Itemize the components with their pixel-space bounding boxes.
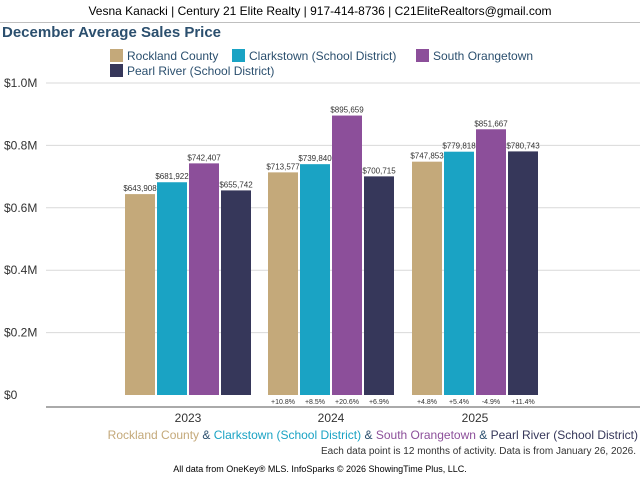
bar-value-label: $851,667 — [474, 119, 508, 128]
footer-separator: & — [202, 428, 211, 442]
bar — [332, 115, 362, 396]
change-label: +5.4% — [449, 399, 469, 406]
bar — [412, 161, 442, 395]
footer-series-0: Rockland County — [107, 428, 200, 442]
footer-series-1: Clarkstown (School District) — [213, 428, 362, 442]
legend-swatch — [110, 49, 123, 62]
bar — [476, 129, 506, 395]
bar — [364, 176, 394, 395]
footer-separator: & — [364, 428, 373, 442]
y-tick-label: $0.8M — [4, 138, 37, 152]
change-label: +10.8% — [271, 399, 295, 406]
bar — [157, 182, 187, 395]
bar-value-label: $747,853 — [410, 152, 444, 161]
data-credit: All data from OneKey® MLS. InfoSparks © … — [173, 464, 467, 474]
x-tick-label: 2025 — [462, 411, 489, 425]
legend-swatch — [232, 49, 245, 62]
bar-value-label: $681,922 — [155, 172, 189, 181]
y-tick-label: $0.4M — [4, 263, 37, 277]
bar — [508, 151, 538, 395]
x-tick-label: 2024 — [318, 411, 345, 425]
bar-value-label: $700,715 — [362, 166, 396, 175]
footer-separator: & — [479, 428, 488, 442]
legend-swatch — [110, 64, 123, 77]
y-tick-label: $1.0M — [4, 76, 37, 90]
y-tick-label: $0.6M — [4, 201, 37, 215]
bar-value-label: $895,659 — [330, 106, 364, 115]
change-label: +8.5% — [305, 399, 325, 406]
bar — [221, 190, 251, 395]
legend-label: South Orangetown — [433, 49, 533, 63]
bar-value-label: $643,908 — [123, 184, 157, 193]
footer-series-list: Rockland County & Clarkstown (School Dis… — [0, 428, 638, 442]
bar-value-label: $655,742 — [219, 180, 253, 189]
change-label: +20.6% — [335, 399, 359, 406]
legend-label: Clarkstown (School District) — [249, 49, 396, 63]
bar-value-label: $713,577 — [266, 162, 300, 171]
bar-value-label: $742,407 — [187, 153, 221, 162]
change-label: +4.8% — [417, 399, 437, 406]
bar-value-label: $779,818 — [442, 142, 476, 151]
footer-series-2: South Orangetown — [375, 428, 476, 442]
legend-swatch — [416, 49, 429, 62]
bar — [125, 194, 155, 395]
change-label: +6.9% — [369, 399, 389, 406]
legend-label: Pearl River (School District) — [127, 64, 274, 78]
bar — [189, 163, 219, 395]
bar-value-label: $739,840 — [298, 154, 332, 163]
chart-title: December Average Sales Price — [2, 24, 222, 41]
bar — [300, 164, 330, 395]
bar — [268, 172, 298, 395]
data-note: Each data point is 12 months of activity… — [321, 446, 636, 457]
legend-label: Rockland County — [127, 49, 218, 63]
bar-value-label: $780,743 — [506, 141, 540, 150]
x-tick-label: 2023 — [175, 411, 202, 425]
y-tick-label: $0.2M — [4, 326, 37, 340]
agent-header: Vesna Kanacki | Century 21 Elite Realty … — [0, 0, 640, 23]
change-label: +11.4% — [511, 399, 534, 406]
footer-series-3: Pearl River (School District) — [490, 428, 638, 442]
bar — [444, 151, 474, 395]
y-tick-label: $0 — [4, 388, 18, 402]
change-label: -4.9% — [482, 399, 500, 406]
